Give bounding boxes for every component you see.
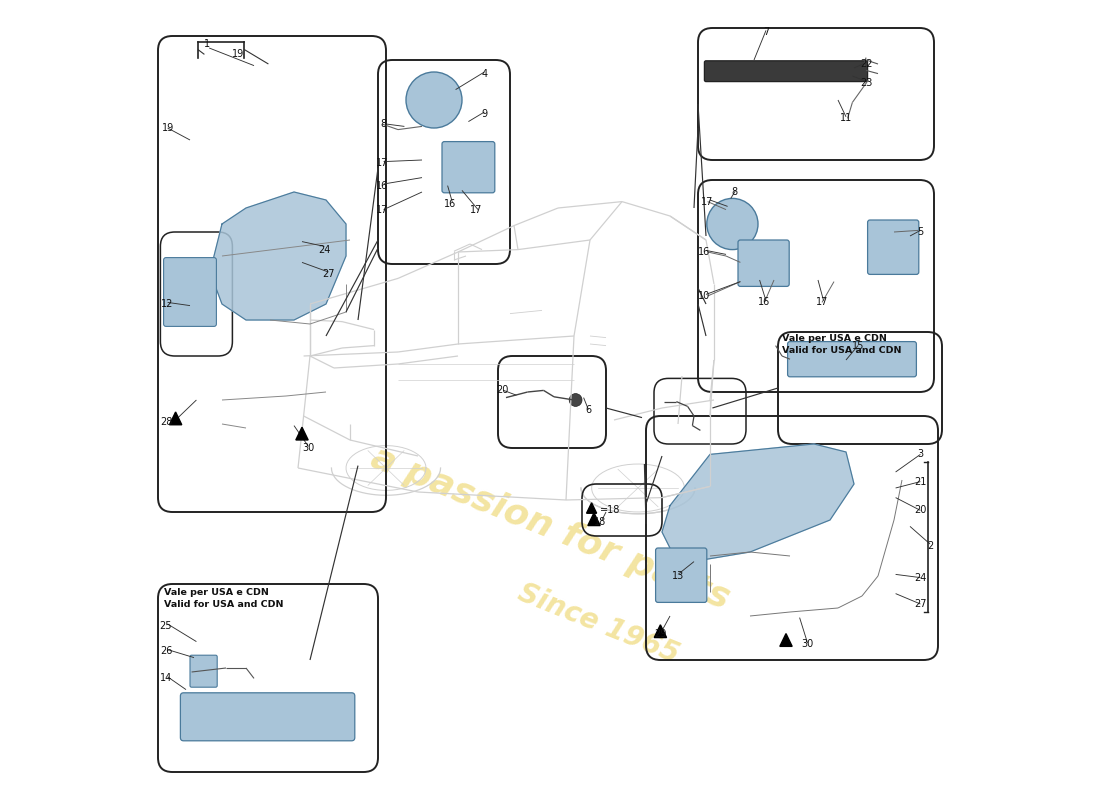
Circle shape bbox=[707, 198, 758, 250]
Text: 6: 6 bbox=[585, 405, 592, 414]
Text: 28: 28 bbox=[160, 417, 173, 426]
Text: 11: 11 bbox=[840, 114, 852, 123]
Text: 27: 27 bbox=[914, 599, 926, 609]
Text: 16: 16 bbox=[698, 247, 711, 257]
Text: 17: 17 bbox=[816, 298, 828, 307]
FancyBboxPatch shape bbox=[180, 693, 355, 741]
Polygon shape bbox=[169, 412, 182, 425]
FancyBboxPatch shape bbox=[656, 548, 707, 602]
Text: 27: 27 bbox=[322, 269, 334, 278]
FancyBboxPatch shape bbox=[704, 61, 868, 82]
FancyBboxPatch shape bbox=[190, 655, 217, 687]
Text: 17: 17 bbox=[470, 206, 483, 215]
Polygon shape bbox=[587, 513, 601, 526]
Text: 16: 16 bbox=[376, 181, 388, 190]
Text: 8: 8 bbox=[381, 119, 387, 129]
Text: 14: 14 bbox=[160, 674, 172, 683]
Text: 17: 17 bbox=[702, 197, 714, 206]
Text: 10: 10 bbox=[698, 291, 711, 301]
Polygon shape bbox=[296, 427, 308, 440]
Text: 26: 26 bbox=[160, 646, 173, 656]
Text: 8: 8 bbox=[730, 187, 737, 197]
Text: 29: 29 bbox=[654, 630, 667, 639]
Text: 24: 24 bbox=[914, 573, 926, 582]
Polygon shape bbox=[654, 625, 667, 638]
Text: 17: 17 bbox=[376, 158, 388, 168]
Text: 22: 22 bbox=[860, 59, 873, 69]
Text: 24: 24 bbox=[318, 245, 331, 254]
Text: =18: =18 bbox=[600, 505, 620, 515]
Text: Vale per USA e CDN
Valid for USA and CDN: Vale per USA e CDN Valid for USA and CDN bbox=[782, 334, 902, 355]
Polygon shape bbox=[586, 502, 596, 514]
Text: 30: 30 bbox=[802, 639, 814, 649]
Text: 20: 20 bbox=[496, 386, 508, 395]
Text: 20: 20 bbox=[914, 506, 926, 515]
Text: 30: 30 bbox=[302, 443, 315, 453]
Text: 5: 5 bbox=[917, 227, 924, 237]
Text: Since 1965: Since 1965 bbox=[514, 579, 683, 669]
Circle shape bbox=[406, 72, 462, 128]
Text: 4: 4 bbox=[482, 69, 487, 78]
FancyBboxPatch shape bbox=[788, 342, 916, 377]
Text: 2: 2 bbox=[927, 541, 933, 550]
Text: 19: 19 bbox=[162, 123, 174, 133]
FancyBboxPatch shape bbox=[868, 220, 918, 274]
Text: 18: 18 bbox=[594, 517, 606, 526]
Text: 23: 23 bbox=[860, 78, 873, 88]
Text: 7: 7 bbox=[763, 27, 769, 37]
Text: 1: 1 bbox=[204, 39, 210, 49]
FancyBboxPatch shape bbox=[442, 142, 495, 193]
Text: 16: 16 bbox=[444, 199, 456, 209]
Circle shape bbox=[569, 394, 582, 406]
Text: 15: 15 bbox=[851, 341, 865, 350]
Text: 12: 12 bbox=[162, 299, 174, 309]
Text: 13: 13 bbox=[672, 571, 684, 581]
Text: 3: 3 bbox=[917, 450, 924, 459]
Polygon shape bbox=[780, 634, 792, 646]
Text: 25: 25 bbox=[160, 621, 173, 630]
Text: a passion for parts: a passion for parts bbox=[365, 440, 735, 616]
Text: 19: 19 bbox=[232, 49, 244, 58]
Text: Vale per USA e CDN
Valid for USA and CDN: Vale per USA e CDN Valid for USA and CDN bbox=[164, 588, 284, 609]
Polygon shape bbox=[662, 444, 854, 564]
FancyBboxPatch shape bbox=[738, 240, 789, 286]
Text: 17: 17 bbox=[376, 206, 388, 215]
Text: 21: 21 bbox=[914, 477, 926, 486]
Text: 9: 9 bbox=[482, 109, 487, 118]
Polygon shape bbox=[210, 192, 346, 320]
Text: 16: 16 bbox=[758, 298, 770, 307]
FancyBboxPatch shape bbox=[164, 258, 217, 326]
